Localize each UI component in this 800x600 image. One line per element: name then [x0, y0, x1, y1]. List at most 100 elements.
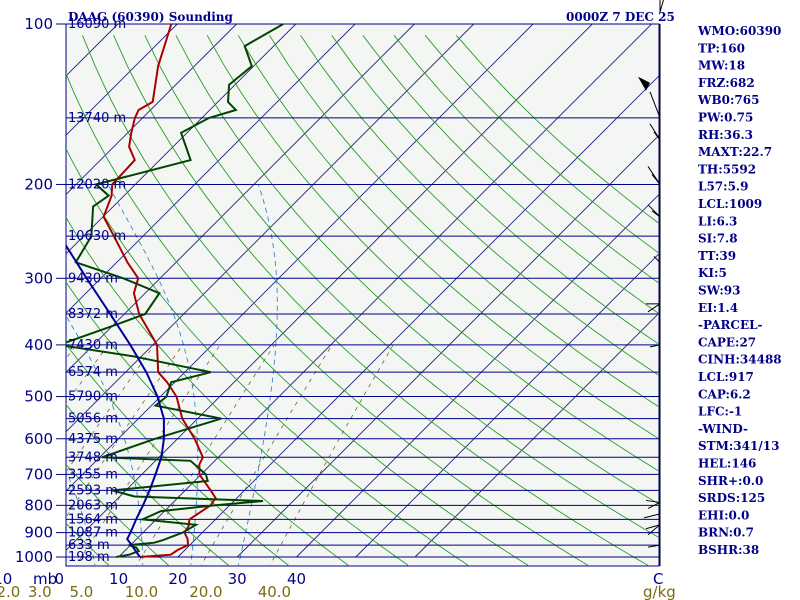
height-label: 8372 m [68, 307, 118, 322]
pressure-tick-label: 700 [24, 465, 53, 483]
height-label: 4375 m [68, 432, 118, 447]
wind-barb [653, 255, 661, 263]
isotherm-line [66, 24, 593, 551]
temperature-tick-label: 40 [287, 570, 306, 588]
pressure-tick-label: 500 [24, 388, 53, 406]
wind-barb [647, 166, 661, 185]
index-value: WB0:765 [697, 93, 759, 107]
mixing-ratio-tick-label: 40.0 [258, 583, 291, 600]
mixing-ratio-line [269, 344, 394, 566]
index-value: SI:7.8 [698, 232, 738, 246]
index-value: PW:0.75 [698, 111, 753, 125]
index-value: BRN:0.7 [698, 526, 754, 540]
index-value: TP:160 [698, 41, 745, 55]
mixing-ratio-line [75, 344, 221, 566]
mixing-ratio-line [66, 344, 183, 519]
height-label: 1564 m [68, 512, 118, 527]
mixing-ratio-tick-label: 20.0 [189, 583, 222, 600]
index-value: -PARCEL- [698, 318, 763, 332]
index-value: EI:1.4 [698, 301, 738, 315]
wind-barb [649, 123, 661, 141]
wind-barb [647, 544, 661, 548]
parcel-trace [66, 243, 165, 558]
height-label: 12020 m [68, 177, 126, 192]
isotherm-line [66, 24, 415, 374]
index-value: FRZ:682 [698, 76, 755, 90]
index-value: SRDS:125 [698, 491, 765, 505]
height-label: 2063 m [68, 498, 118, 513]
pressure-tick-label: 800 [24, 496, 53, 514]
height-label: 13740 m [68, 111, 126, 126]
isotherm-line [66, 24, 475, 433]
dry-adiabat-line [331, 35, 659, 345]
index-value: -WIND- [698, 422, 748, 436]
height-label: 5056 m [68, 412, 118, 427]
wind-barb [647, 501, 661, 509]
height-label: 16090 m [68, 17, 126, 32]
index-value: LFC:-1 [698, 405, 742, 419]
mixing-ratio-tick-label: 3.0 [28, 583, 52, 600]
dry-adiabat-line [66, 522, 111, 566]
dry-adiabat-line [82, 35, 590, 566]
isotherm-line [177, 75, 659, 558]
height-label: 3748 m [68, 450, 118, 465]
isotherm-line [118, 24, 652, 558]
pressure-tick-label: 400 [24, 336, 53, 354]
height-label: 5790 m [68, 390, 118, 405]
dry-adiabat-line [66, 403, 231, 566]
moist-adiabat-line [107, 184, 199, 566]
isotherm-line [355, 253, 659, 558]
index-value: KI:5 [698, 266, 727, 280]
dry-adiabat-line [424, 35, 659, 254]
index-value: LCL:1009 [698, 197, 762, 211]
temperature-unit-label: C [653, 570, 663, 588]
mixing-ratio-line [200, 344, 333, 566]
height-label: 9430 m [68, 271, 118, 286]
index-value: LI:6.3 [698, 214, 737, 228]
wind-barb [647, 303, 661, 313]
dry-adiabat-line [144, 35, 659, 539]
isotherm-line [296, 193, 659, 558]
index-value: LCL:917 [698, 370, 754, 384]
pressure-tick-label: 900 [24, 524, 53, 542]
index-value: EHI:0.0 [698, 508, 749, 522]
wind-barb [645, 499, 661, 503]
pressure-tick-label: 600 [24, 430, 53, 448]
dry-adiabat-line [300, 35, 659, 376]
mixing-ratio-tick-label: 5.0 [69, 583, 93, 600]
index-value: CAPE:27 [698, 335, 756, 349]
chart-title: DAAG (60390) Sounding [68, 10, 234, 24]
height-label: 1087 m [68, 526, 118, 541]
index-value: RH:36.3 [698, 128, 753, 142]
dry-adiabat-line [66, 343, 291, 566]
wind-barb [645, 524, 661, 530]
mixing-ratio-tick-label: 10.0 [125, 583, 158, 600]
wind-barb [659, 0, 664, 13]
pressure-tick-label: 100 [24, 15, 53, 33]
dry-adiabat-line [113, 35, 650, 566]
wind-barb [643, 513, 661, 519]
index-value: CINH:34488 [698, 353, 782, 367]
dry-adiabat-line [237, 35, 659, 440]
height-label: 633 m [68, 538, 110, 553]
index-value: SHR+:0.0 [698, 474, 763, 488]
index-value: CAP:6.2 [698, 387, 751, 401]
chart-valid-time: 0000Z 7 DEC 25 [566, 10, 675, 24]
index-value: MW:18 [698, 59, 745, 73]
index-value: HEL:146 [698, 457, 756, 471]
height-label: 198 m [68, 550, 110, 565]
isotherm-line [236, 134, 659, 558]
height-label: 3155 m [68, 467, 118, 482]
temperature-tick-label: 10 [109, 570, 128, 588]
isotherm-line [66, 24, 178, 136]
temperature-trace [102, 24, 217, 558]
index-value: SW:93 [698, 284, 740, 298]
dry-adiabat-line [66, 147, 471, 566]
plot-area [65, 23, 660, 567]
index-value: MAXT:22.7 [698, 145, 772, 159]
isotherm-line [66, 24, 534, 492]
dry-adiabat-line [206, 35, 659, 472]
dewpoint-trace [66, 24, 284, 558]
height-label: 10630 m [68, 229, 126, 244]
index-value: WMO:60390 [697, 24, 781, 38]
